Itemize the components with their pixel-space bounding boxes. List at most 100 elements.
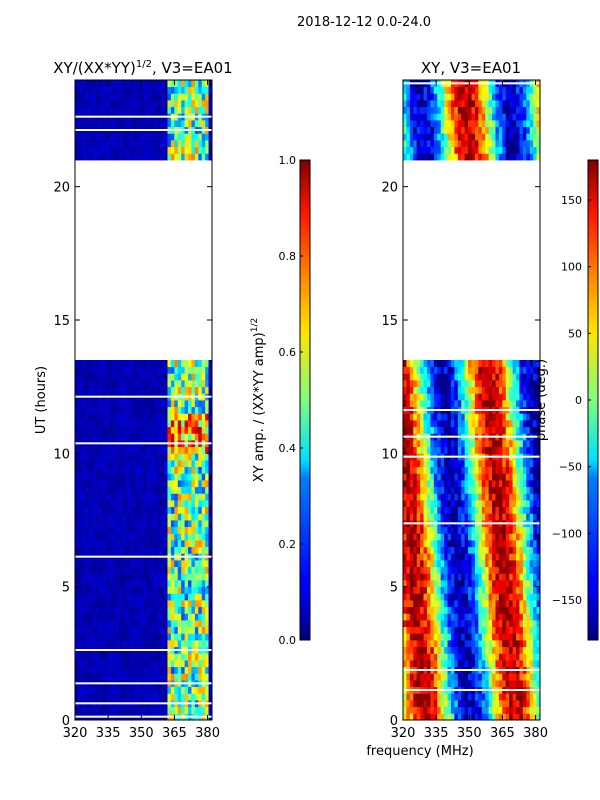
heatmap-cell (188, 686, 192, 694)
heatmap-cell (485, 653, 490, 661)
heatmap-cell (437, 446, 442, 454)
heatmap-cell (201, 486, 206, 494)
heatmap-cell (75, 473, 79, 481)
heatmap-cell (526, 593, 531, 601)
heatmap-cell (143, 540, 148, 548)
heatmap-cell (464, 653, 469, 661)
heatmap-cell (505, 633, 510, 641)
heatmap-cell (495, 533, 500, 541)
heatmap-cell (85, 706, 90, 714)
heatmap-cell (129, 93, 134, 101)
heatmap-cell (208, 686, 213, 694)
heatmap-cell (519, 366, 524, 374)
heatmap-cell (119, 86, 124, 94)
heatmap-cell (105, 640, 110, 648)
heatmap-cell (437, 613, 442, 621)
amplitude-colorbar-ticks: 0.00.20.40.60.81.0 (279, 154, 303, 647)
heatmap-cell (181, 573, 185, 581)
heatmap-cell (533, 673, 537, 681)
heatmap-cell (174, 140, 179, 148)
heatmap-cell (184, 433, 189, 441)
heatmap-cell (481, 640, 486, 648)
heatmap-cell (198, 100, 203, 108)
heatmap-cell (122, 93, 127, 101)
heatmap-cell (153, 566, 158, 574)
heatmap-cell (208, 146, 213, 154)
heatmap-cell (112, 546, 117, 554)
heatmap-cell (150, 606, 155, 614)
heatmap-cell (105, 593, 110, 601)
heatmap-cell (150, 460, 155, 468)
heatmap-cell (488, 420, 493, 428)
heatmap-cell (492, 673, 496, 681)
heatmap-cell (205, 600, 209, 608)
heatmap-cell (488, 580, 493, 588)
heatmap-cell (526, 493, 531, 501)
heatmap-cell (444, 420, 448, 428)
heatmap-cell (433, 480, 438, 488)
heatmap-cell (208, 100, 213, 108)
heatmap-cell (184, 506, 189, 514)
heatmap-cell (129, 693, 134, 701)
heatmap-cell (440, 700, 445, 708)
heatmap-cell (188, 673, 192, 681)
heatmap-cell (167, 640, 172, 648)
heatmap-cell (78, 433, 83, 441)
heatmap-cell (526, 653, 531, 661)
heatmap-cell (413, 480, 418, 488)
heatmap-cell (526, 146, 531, 154)
heatmap-cell (509, 573, 513, 581)
heatmap-cell (88, 506, 93, 514)
heatmap-cell (208, 133, 213, 141)
heatmap-cell (440, 706, 445, 714)
heatmap-cell (498, 140, 503, 148)
heatmap-cell (198, 706, 203, 714)
heatmap-cell (160, 400, 165, 408)
heatmap-cell (136, 606, 141, 614)
heatmap-cell (129, 506, 134, 514)
heatmap-cell (116, 526, 120, 534)
heatmap-cell (81, 520, 86, 528)
heatmap-cell (81, 640, 86, 648)
heatmap-cell (105, 486, 110, 494)
heatmap-cell (81, 666, 86, 674)
heatmap-cell (403, 633, 407, 641)
heatmap-cell (444, 506, 448, 514)
heatmap-cell (519, 393, 524, 401)
heatmap-cell (509, 553, 513, 561)
heatmap-cell (516, 586, 520, 594)
heatmap-cell (143, 86, 148, 94)
heatmap-cell (505, 646, 510, 654)
heatmap-cell (98, 613, 103, 621)
heatmap-cell (433, 360, 438, 368)
heatmap-cell (122, 120, 127, 128)
heatmap-cell (146, 153, 151, 161)
heatmap-cell (146, 506, 151, 514)
heatmap-cell (170, 620, 175, 628)
heatmap-cell (85, 613, 90, 621)
heatmap-cell (495, 146, 500, 154)
heatmap-cell (95, 366, 100, 374)
heatmap-cell (529, 380, 534, 388)
heatmap-cell (505, 426, 510, 434)
heatmap-cell (164, 106, 168, 114)
heatmap-cell (464, 446, 469, 454)
heatmap-cell (481, 706, 486, 714)
heatmap-cell (201, 426, 206, 434)
heatmap-cell (533, 140, 537, 148)
heatmap-cell (194, 360, 199, 368)
heatmap-cell (440, 533, 445, 541)
heatmap-cell (109, 500, 114, 508)
heatmap-cell (109, 526, 114, 534)
heatmap-cell (146, 633, 151, 641)
heatmap-cell (444, 606, 448, 614)
heatmap-cell (198, 693, 203, 701)
heatmap-cell (78, 466, 83, 474)
heatmap-cell (406, 440, 411, 448)
heatmap-cell (112, 613, 117, 621)
heatmap-cell (88, 133, 93, 141)
heatmap-cell (433, 426, 438, 434)
heatmap-cell (150, 120, 155, 128)
heatmap-cell (136, 120, 141, 128)
heatmap-cell (174, 386, 179, 394)
